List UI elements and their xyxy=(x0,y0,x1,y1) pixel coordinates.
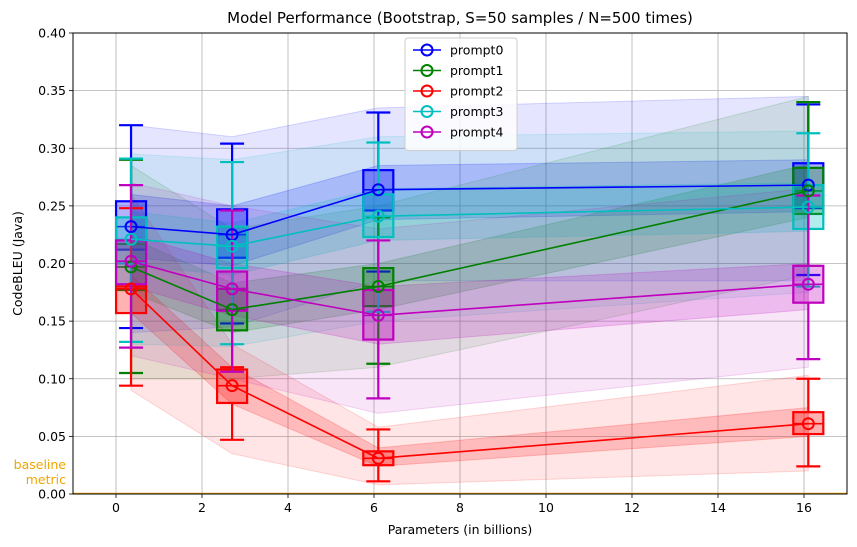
x-tick-label: 6 xyxy=(370,500,378,515)
point-prompt3 xyxy=(124,232,138,246)
baseline-label: metric xyxy=(26,472,66,487)
y-tick-label: 0.25 xyxy=(38,198,66,213)
line-prompt1 xyxy=(130,190,809,311)
legend-marker-prompt0 xyxy=(420,43,434,57)
band-outer-prompt2 xyxy=(130,192,809,486)
y-axis-ticks: 0.00 0.05 0.10 0.15 0.20 0.25 0.30 0.35 0.40 xyxy=(38,26,73,502)
line-prompt4 xyxy=(130,260,809,317)
point-prompt0 xyxy=(371,183,385,197)
legend: prompt0 prompt1 prompt2 prompt3 prompt4 xyxy=(404,37,518,151)
y-tick-label: 0.00 xyxy=(38,487,66,502)
legend-marker-prompt3 xyxy=(420,105,434,118)
x-tick-label: 4 xyxy=(284,500,292,515)
point-prompt4 xyxy=(801,277,815,291)
legend-box xyxy=(404,37,518,151)
legend-label-prompt3: prompt3 xyxy=(450,104,503,119)
y-tick-label: 0.20 xyxy=(38,256,66,271)
y-tick-label: 0.40 xyxy=(38,26,66,41)
band-outer-prompt4 xyxy=(130,182,809,414)
point-prompt2 xyxy=(225,379,239,393)
band-outer-prompt3 xyxy=(130,130,809,347)
point-prompt3 xyxy=(371,209,385,223)
x-tick-label: 14 xyxy=(710,500,726,515)
baseline-label: baseline xyxy=(14,457,67,472)
line-prompt3 xyxy=(130,206,809,248)
point-prompt4 xyxy=(371,308,385,322)
point-prompt4 xyxy=(225,282,239,296)
y-tick-label: 0.30 xyxy=(38,141,66,156)
point-prompt0 xyxy=(124,220,138,234)
x-tick-label: 8 xyxy=(456,500,464,515)
line-prompt2 xyxy=(130,288,809,460)
legend-label-prompt0: prompt0 xyxy=(450,43,503,58)
point-prompt4 xyxy=(124,254,138,268)
point-prompt2 xyxy=(124,282,138,296)
x-tick-label: 12 xyxy=(624,500,640,515)
y-tick-label: 0.35 xyxy=(38,83,66,98)
y-tick-label: 0.05 xyxy=(38,429,66,444)
point-prompt2 xyxy=(801,417,815,431)
point-prompt2 xyxy=(371,451,385,465)
x-axis-label: Parameters (in billions) xyxy=(388,522,533,537)
series-lines xyxy=(124,178,815,465)
line-prompt0 xyxy=(130,184,809,236)
chart-title: Model Performance (Bootstrap, S=50 sampl… xyxy=(227,9,693,27)
confidence-bands xyxy=(130,95,809,486)
x-tick-label: 2 xyxy=(198,500,206,515)
legend-label-prompt1: prompt1 xyxy=(450,63,503,78)
x-tick-label: 0 xyxy=(112,500,120,515)
y-tick-label: 0.15 xyxy=(38,314,66,329)
legend-marker-prompt4 xyxy=(420,125,434,139)
legend-label-prompt2: prompt2 xyxy=(450,84,503,99)
x-tick-label: 10 xyxy=(538,500,554,515)
point-prompt0 xyxy=(801,178,815,192)
point-prompt3 xyxy=(225,239,239,253)
y-axis-label: CodeBLEU (Java) xyxy=(10,211,25,316)
x-axis-ticks: 0 2 4 6 8 10 12 14 16 xyxy=(112,494,812,515)
legend-marker-prompt2 xyxy=(420,84,434,98)
legend-marker-prompt1 xyxy=(420,64,434,77)
legend-label-prompt4: prompt4 xyxy=(450,125,503,140)
point-prompt1 xyxy=(801,184,815,198)
x-tick-label: 16 xyxy=(796,500,812,515)
point-prompt1 xyxy=(225,303,239,317)
point-prompt3 xyxy=(801,200,815,214)
point-prompt1 xyxy=(371,280,385,294)
y-tick-label: 0.10 xyxy=(38,371,66,386)
